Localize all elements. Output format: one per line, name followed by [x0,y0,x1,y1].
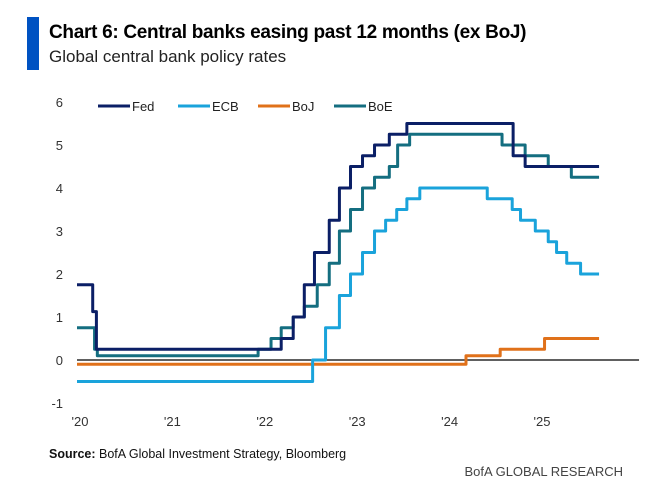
legend: Fed ECB BoJ BoE [98,99,393,114]
y-tick-label: 0 [56,353,63,368]
title-accent-bar [27,17,39,70]
source-text: BofA Global Investment Strategy, Bloombe… [95,447,347,461]
chart-title: Chart 6: Central banks easing past 12 mo… [49,22,527,43]
source-note: Source: BofA Global Investment Strategy,… [49,447,346,461]
series-lines [77,122,600,383]
x-tick-label: '20 [72,414,89,429]
y-tick-label: 5 [56,138,63,153]
y-tick-label: 2 [56,267,63,282]
brand-label: BofA GLOBAL RESEARCH [464,464,623,479]
y-tick-label: -1 [51,396,63,411]
source-label: Source: [49,447,96,461]
x-tick-label: '24 [441,414,458,429]
y-axis: 6 5 4 3 2 1 0 -1 [51,95,63,411]
y-tick-label: 6 [56,95,63,110]
x-tick-label: '23 [349,414,366,429]
chart-subtitle: Global central bank policy rates [49,47,287,66]
legend-label-fed: Fed [132,99,154,114]
legend-label-boj: BoJ [292,99,314,114]
x-tick-label: '22 [256,414,273,429]
x-tick-label: '25 [534,414,551,429]
legend-label-boe: BoE [368,99,393,114]
x-tick-label: '21 [164,414,181,429]
legend-label-ecb: ECB [212,99,239,114]
y-tick-label: 1 [56,310,63,325]
y-tick-label: 4 [56,181,63,196]
y-tick-label: 3 [56,224,63,239]
series-line-ecb [77,186,600,383]
series-line-fed [77,122,600,351]
x-axis: '20 '21 '22 '23 '24 '25 [72,414,551,429]
series-line-boj [77,337,600,366]
